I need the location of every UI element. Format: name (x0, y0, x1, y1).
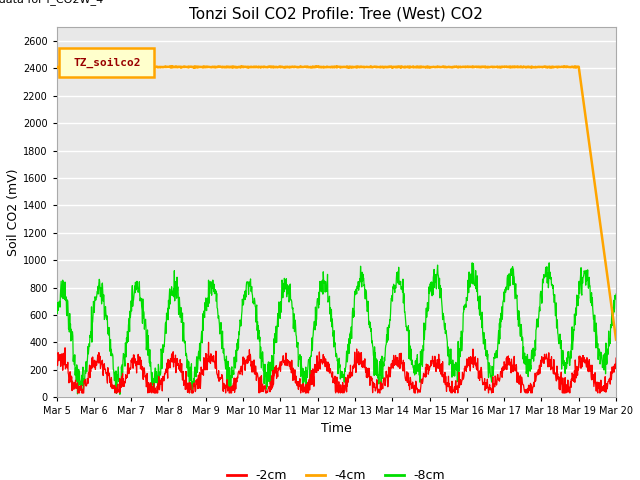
Legend: -2cm, -4cm, -8cm: -2cm, -4cm, -8cm (222, 464, 451, 480)
Text: TZ_soilco2: TZ_soilco2 (73, 57, 141, 68)
Text: No data for f_CO2W_4: No data for f_CO2W_4 (0, 0, 104, 5)
Title: Tonzi Soil CO2 Profile: Tree (West) CO2: Tonzi Soil CO2 Profile: Tree (West) CO2 (189, 7, 483, 22)
FancyBboxPatch shape (60, 48, 154, 77)
Y-axis label: Soil CO2 (mV): Soil CO2 (mV) (7, 168, 20, 256)
X-axis label: Time: Time (321, 421, 351, 435)
